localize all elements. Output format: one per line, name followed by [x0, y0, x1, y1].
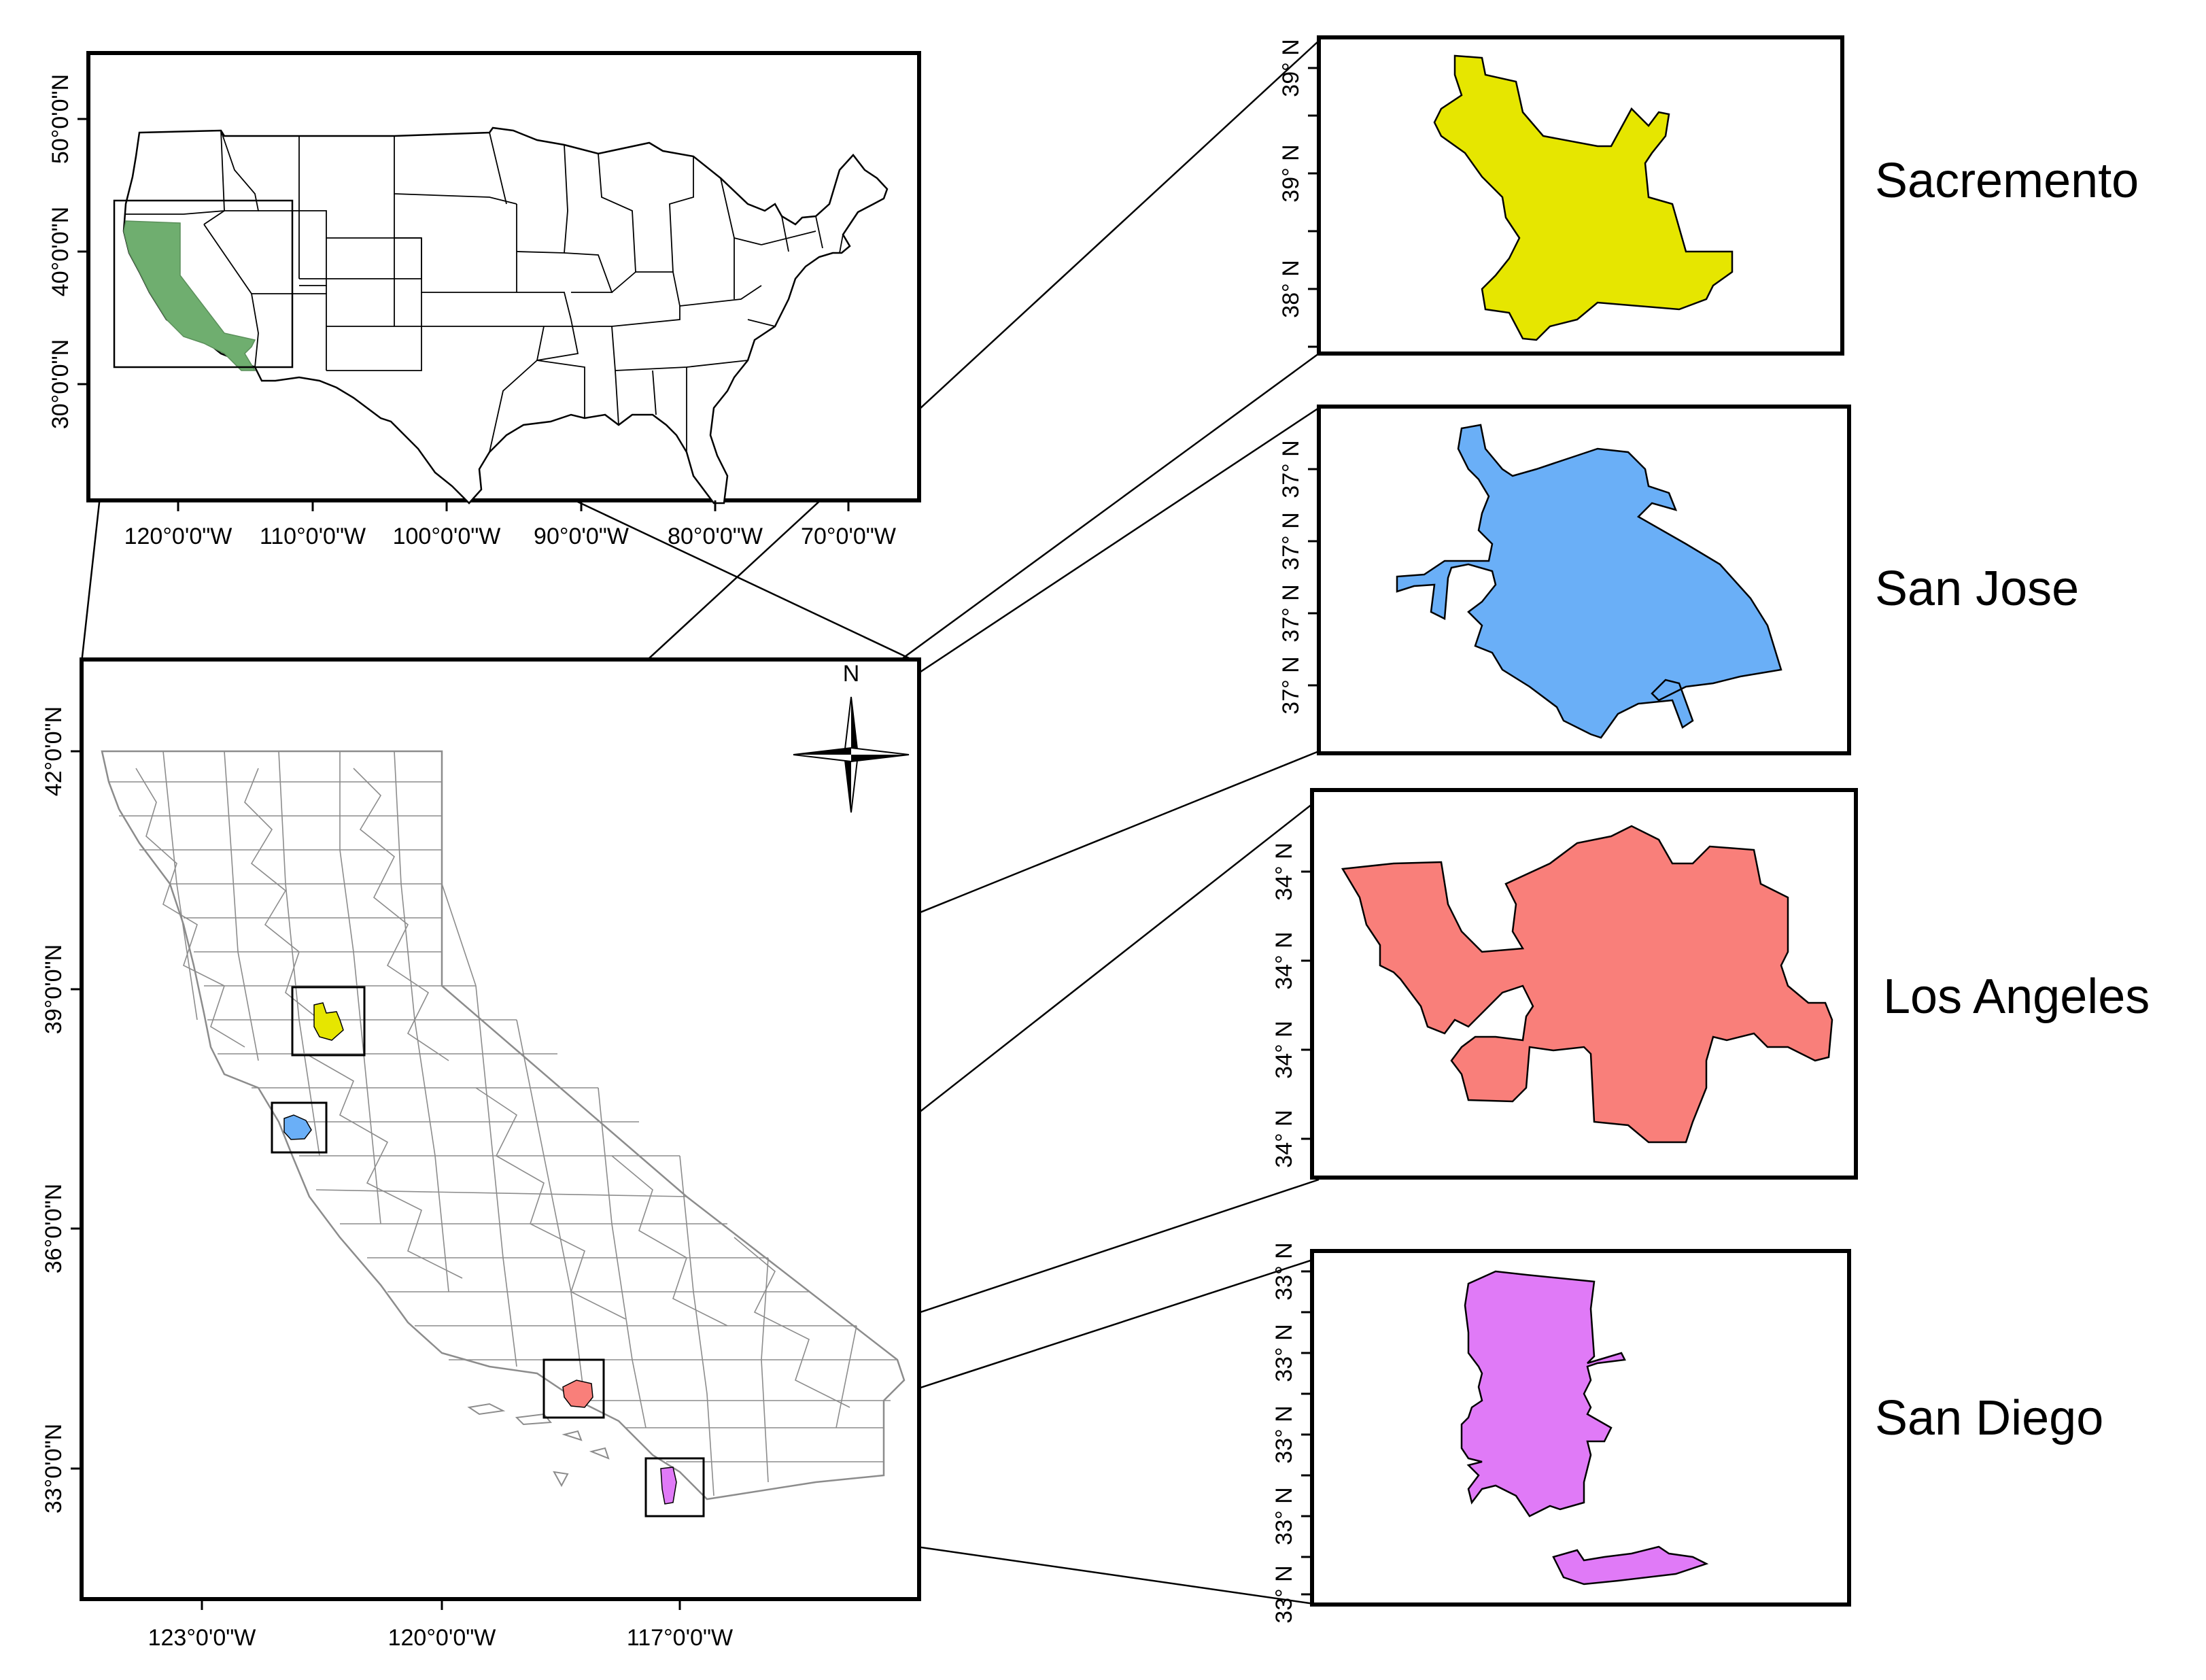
sandiego-ticks: [1301, 1270, 1312, 1596]
sandiego-lat-label-1: 33° N: [1271, 1565, 1297, 1623]
losangeles-ticks: [1301, 870, 1312, 1140]
ca-map-ticks: [71, 750, 681, 1610]
us-outline: [122, 126, 889, 504]
sanjose-shape: [1396, 424, 1782, 739]
us-lon-label-3: 100°0'0"W: [393, 524, 501, 549]
us-california-shape: [123, 220, 256, 371]
sandiego-lat-label-2: 33° N: [1271, 1487, 1297, 1545]
ca-lat-label-4: 42°0'0"N: [41, 706, 67, 796]
channel-islands: [467, 1403, 610, 1488]
sanjose-lat-label-3: 37° N: [1278, 512, 1304, 570]
sanjose-lat-label-1: 37° N: [1278, 656, 1304, 714]
ca-sandiego-box: [644, 1457, 705, 1518]
sacramento-shape: [1433, 54, 1734, 341]
sacramento-lat-label-3: 39° N: [1278, 39, 1304, 97]
losangeles-title: Los Angeles: [1883, 970, 2150, 1024]
california-map-panel: N 123°0'0"W 120°0'0"W 117°0'0"W 33°0'0"N…: [41, 657, 921, 1651]
ca-lon-label-2: 120°0'0"W: [388, 1625, 496, 1651]
sanjose-title: San Jose: [1875, 562, 2079, 616]
us-map-ticks: [77, 118, 850, 511]
sandiego-shape: [1460, 1270, 1626, 1518]
us-lat-label-1: 30°0'0"N: [48, 339, 73, 429]
ca-lon-label-1: 123°0'0"W: [148, 1625, 256, 1651]
ca-sanjose-box: [271, 1101, 328, 1154]
losangeles-lat-label-2: 34° N: [1271, 1021, 1297, 1078]
ca-lat-label-3: 39°0'0"N: [41, 944, 67, 1034]
losangeles-lat-label-1: 34° N: [1271, 1110, 1297, 1167]
ca-lat-label-2: 36°0'0"N: [41, 1184, 67, 1273]
losangeles-inset: 34° N 34° N 34° N 34° N Los Angeles: [1271, 788, 2150, 1180]
sandiego-lat-label-3: 33° N: [1271, 1405, 1297, 1463]
us-lon-label-6: 70°0'0"W: [801, 524, 896, 549]
ca-sanjose-highlight: [283, 1114, 312, 1140]
ca-lat-label-1: 33°0'0"N: [41, 1424, 67, 1513]
losangeles-lat-label-4: 34° N: [1271, 842, 1297, 900]
sandiego-lat-label-5: 33° N: [1271, 1242, 1297, 1300]
us-california-locator-box: [113, 199, 294, 368]
sacramento-lat-label-1: 38° N: [1278, 260, 1304, 318]
ca-losangeles-highlight: [562, 1379, 593, 1408]
ca-lon-label-3: 117°0'0"W: [627, 1625, 733, 1651]
us-lon-label-5: 80°0'0"W: [668, 524, 763, 549]
ca-sacramento-box: [291, 986, 366, 1057]
ca-losangeles-box: [542, 1358, 605, 1419]
california-outline: [101, 750, 906, 1501]
sanjose-lat-label-2: 37° N: [1278, 584, 1304, 642]
sandiego-south-shape: [1552, 1545, 1709, 1585]
sacramento-ticks: [1308, 67, 1319, 348]
sandiego-lat-label-4: 33° N: [1271, 1324, 1297, 1382]
us-lon-label-4: 90°0'0"W: [534, 524, 629, 549]
sanjose-inset: 37° N 37° N 37° N 37° N San Jose: [1278, 405, 2079, 755]
north-arrow-icon: [793, 696, 910, 813]
sacramento-title: Sacremento: [1875, 154, 2139, 208]
ca-sacramento-highlight: [313, 1002, 344, 1041]
sanjose-lat-label-4: 37° N: [1278, 440, 1304, 498]
us-lat-label-2: 40°0'0"N: [48, 207, 73, 296]
sacramento-lat-label-2: 39° N: [1278, 144, 1304, 202]
us-state-lines: [126, 130, 844, 453]
north-label: N: [843, 661, 860, 687]
california-county-lines: [109, 751, 897, 1496]
us-lon-label-1: 120°0'0"W: [124, 524, 232, 549]
us-map-panel: 120°0'0"W 110°0'0"W 100°0'0"W 90°0'0"W 8…: [48, 51, 921, 549]
sandiego-inset: 33° N 33° N 33° N 33° N 33° N San Diego: [1271, 1242, 2103, 1623]
losangeles-lat-label-3: 34° N: [1271, 931, 1297, 989]
sacramento-inset: 38° N 39° N 39° N Sacremento: [1278, 35, 2139, 356]
us-lon-label-2: 110°0'0"W: [260, 524, 366, 549]
losangeles-shape: [1341, 825, 1833, 1144]
ca-sandiego-highlight: [660, 1467, 677, 1505]
us-lat-label-3: 50°0'0"N: [48, 74, 73, 164]
sandiego-title: San Diego: [1875, 1391, 2103, 1445]
sanjose-ticks: [1308, 468, 1319, 687]
